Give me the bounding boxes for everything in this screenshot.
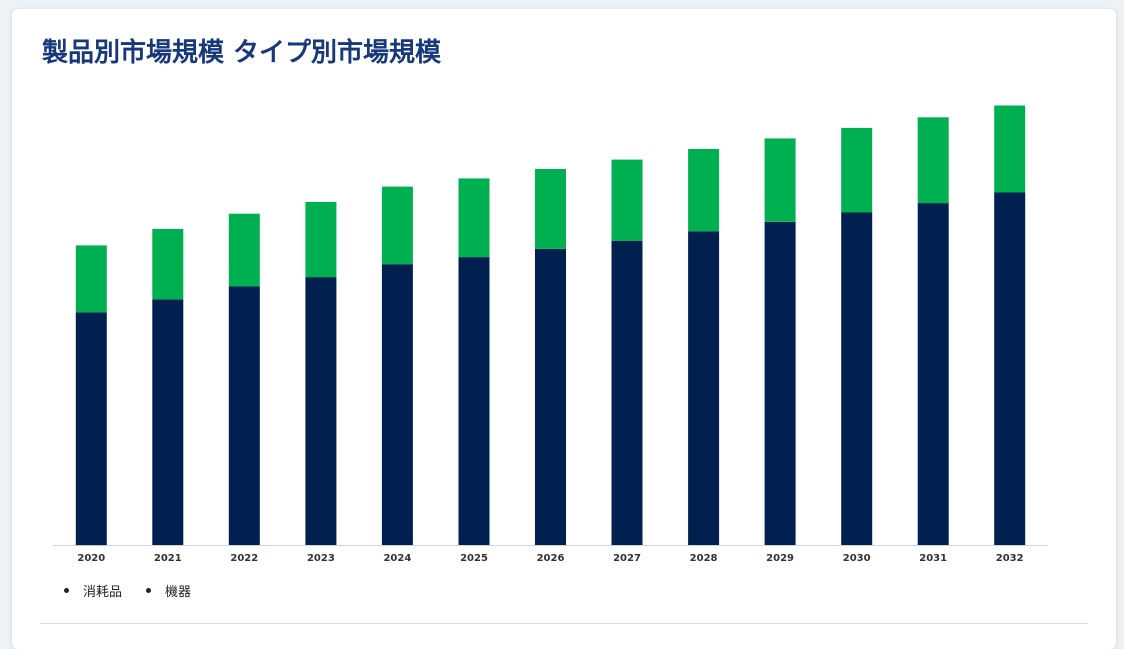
legend-item-consumables[interactable]: 消耗品 xyxy=(64,581,122,600)
x-tick-label: 2027 xyxy=(613,553,641,564)
page-title: 製品別市場規模 タイプ別市場規模 xyxy=(42,38,442,68)
bar-equipment-2020[interactable] xyxy=(75,245,107,313)
bar-consumables-2028[interactable] xyxy=(688,231,720,546)
x-tick-label: 2020 xyxy=(77,553,105,564)
x-tick-label: 2021 xyxy=(154,553,182,564)
x-tick-label: 2023 xyxy=(307,553,335,564)
x-tick-label: 2031 xyxy=(919,553,947,564)
bar-equipment-2026[interactable] xyxy=(535,169,566,249)
bar-consumables-2020[interactable] xyxy=(75,312,107,546)
bar-equipment-2029[interactable] xyxy=(764,138,796,222)
legend-bullet-icon xyxy=(64,588,69,593)
bar-consumables-2031[interactable] xyxy=(917,203,949,545)
x-tick-label: 2026 xyxy=(537,553,565,564)
bar-equipment-2025[interactable] xyxy=(458,178,490,258)
legend-label-equipment: 機器 xyxy=(165,585,192,600)
legend-label-consumables: 消耗品 xyxy=(83,585,123,600)
bar-equipment-2031[interactable] xyxy=(917,117,949,204)
bar-consumables-2022[interactable] xyxy=(228,286,260,546)
bar-equipment-2021[interactable] xyxy=(152,228,184,300)
bar-equipment-2028[interactable] xyxy=(688,149,720,232)
chart-card: 製品別市場規模 タイプ別市場規模 2020 2021 2022 2023 2024 202… xyxy=(12,9,1116,649)
bars-group xyxy=(75,105,1026,546)
bar-equipment-2023[interactable] xyxy=(305,201,337,278)
legend-item-equipment[interactable]: 機器 xyxy=(146,581,191,600)
bar-equipment-2027[interactable] xyxy=(611,159,643,241)
bar-consumables-2030[interactable] xyxy=(841,212,873,546)
x-tick-label: 2025 xyxy=(460,553,488,564)
bar-consumables-2024[interactable] xyxy=(381,264,413,545)
legend-bullet-icon xyxy=(146,588,152,593)
x-tick-label: 2024 xyxy=(383,553,411,564)
x-tick-label: 2028 xyxy=(690,553,718,564)
legend: 消耗品 機器 xyxy=(64,581,215,600)
bar-consumables-2027[interactable] xyxy=(611,240,643,545)
bar-equipment-2022[interactable] xyxy=(228,213,260,287)
bar-consumables-2026[interactable] xyxy=(535,248,566,545)
x-tick-label: 2030 xyxy=(843,553,871,564)
bar-equipment-2024[interactable] xyxy=(381,186,413,265)
bar-consumables-2021[interactable] xyxy=(152,299,184,545)
x-ticks-group: 2020 2021 2022 2023 2024 2025 2026 2027 2028 2029… xyxy=(77,553,1023,564)
bar-consumables-2032[interactable] xyxy=(994,192,1026,546)
bar-equipment-2030[interactable] xyxy=(841,127,873,213)
x-tick-label: 2029 xyxy=(766,553,794,564)
bar-consumables-2025[interactable] xyxy=(458,257,490,545)
divider xyxy=(40,623,1088,624)
x-tick-label: 2032 xyxy=(996,553,1024,564)
x-tick-label: 2022 xyxy=(230,553,258,564)
bar-consumables-2023[interactable] xyxy=(305,277,337,545)
bar-consumables-2029[interactable] xyxy=(764,221,796,545)
stacked-bar-chart: 2020 2021 2022 2023 2024 2025 2026 2027 2028 2029… xyxy=(53,105,1048,564)
bar-equipment-2032[interactable] xyxy=(994,105,1026,193)
